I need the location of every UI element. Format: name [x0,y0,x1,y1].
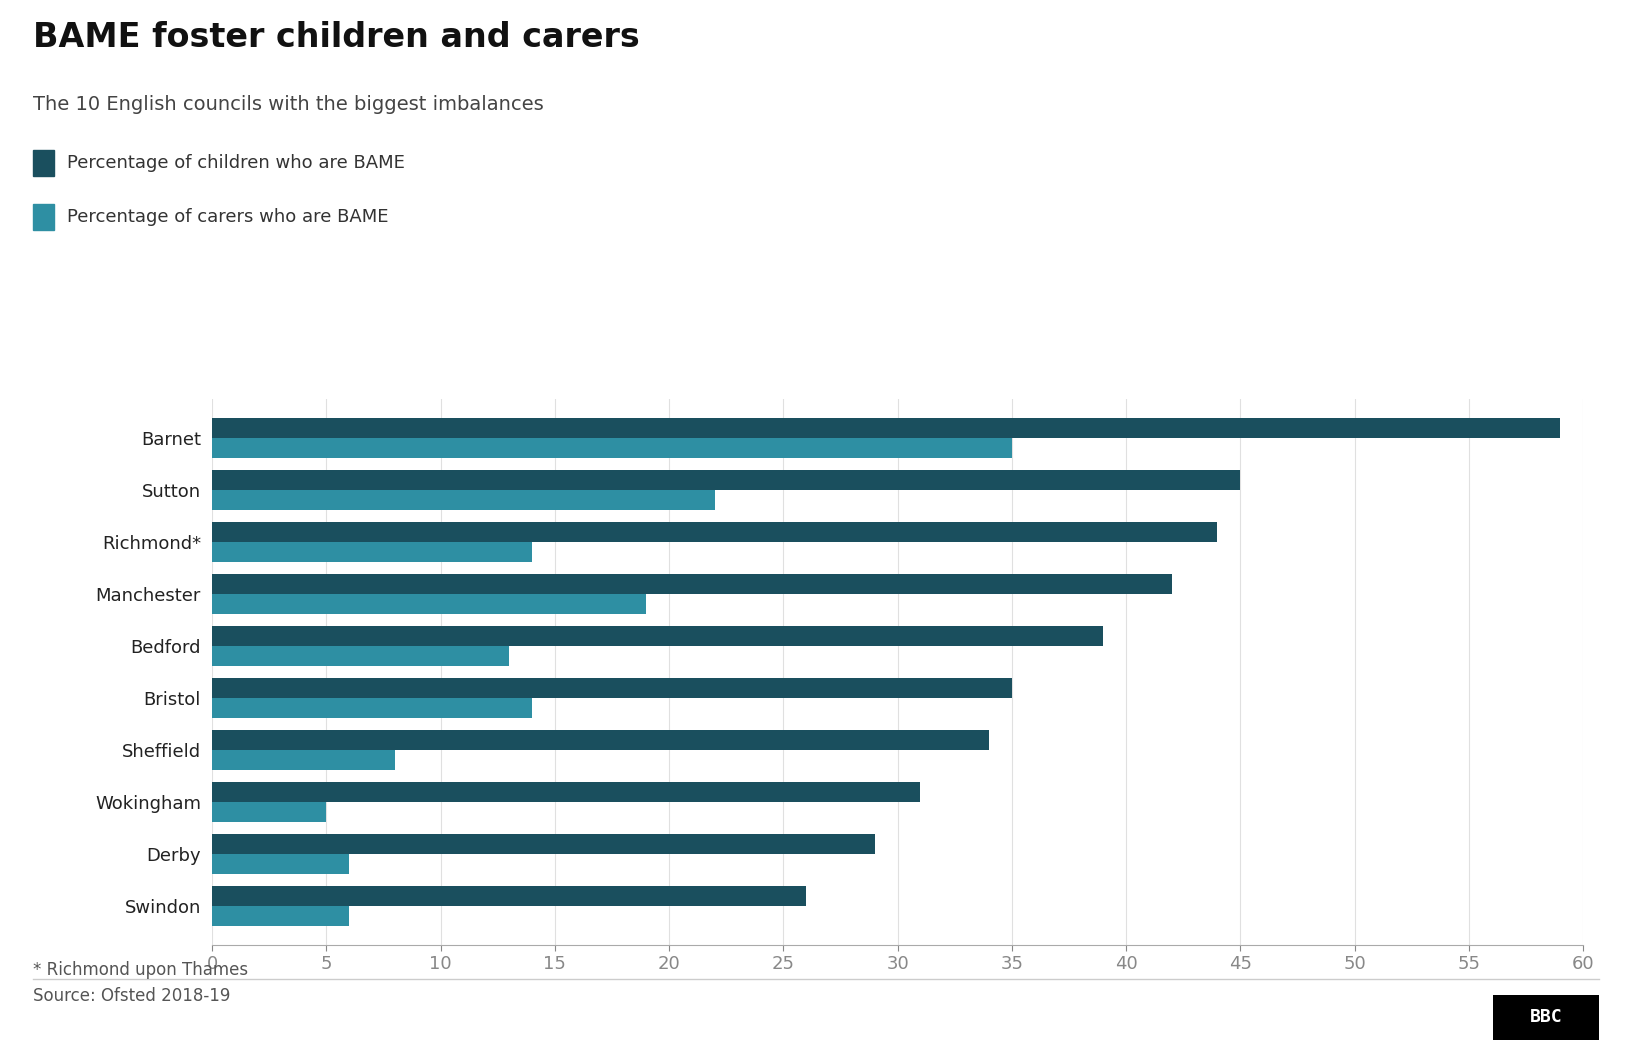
Bar [212,782,920,802]
Text: Percentage of carers who are BAME: Percentage of carers who are BAME [67,208,388,227]
Bar [212,750,395,770]
Bar [212,698,532,718]
Bar [212,542,532,562]
Bar [212,490,715,509]
Bar [212,678,1012,698]
Bar [212,835,875,854]
Text: Percentage of children who are BAME: Percentage of children who are BAME [67,153,405,172]
Bar [212,854,349,874]
Bar [212,574,1172,594]
Text: BBC: BBC [1531,1008,1562,1027]
Bar [212,906,349,926]
Text: Source: Ofsted 2018-19: Source: Ofsted 2018-19 [33,987,230,1005]
Text: * Richmond upon Thames: * Richmond upon Thames [33,961,248,979]
Bar [212,522,1217,542]
Bar [212,470,1240,490]
Text: BAME foster children and carers: BAME foster children and carers [33,21,640,54]
Bar [212,438,1012,458]
Bar [212,730,989,750]
Bar [212,886,806,906]
Bar [212,646,509,666]
Bar [212,418,1560,438]
Bar [212,594,646,614]
Bar [212,626,1103,646]
Bar [212,802,326,822]
Text: The 10 English councils with the biggest imbalances: The 10 English councils with the biggest… [33,94,543,113]
